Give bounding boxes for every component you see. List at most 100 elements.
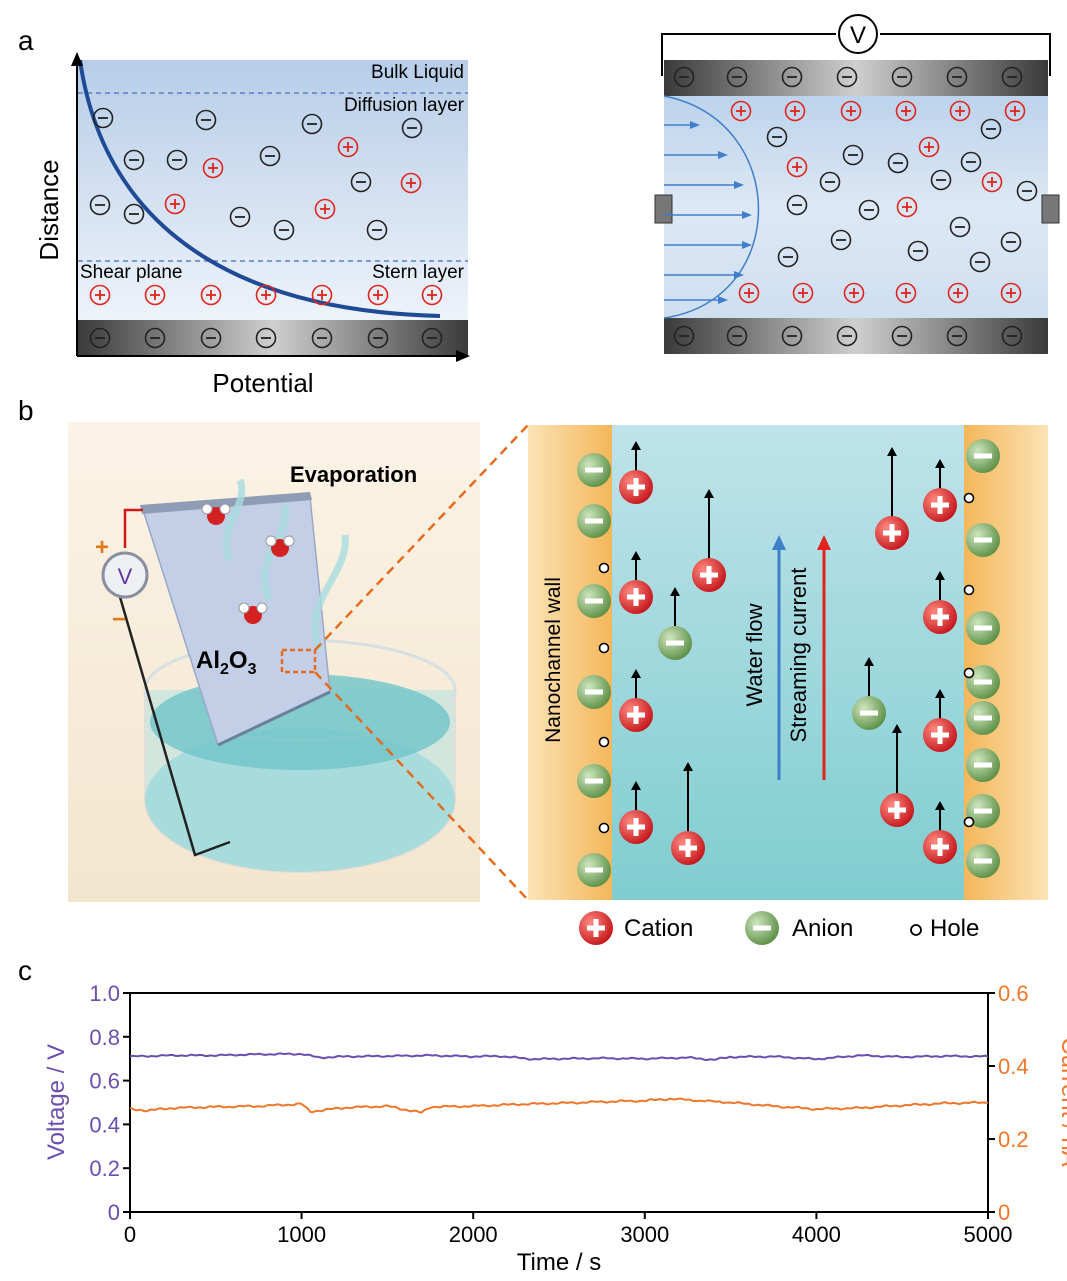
cation-icon [738,282,760,304]
device-illustration: V + − Evaporation Al2O3 [68,422,529,902]
anion-icon [777,246,799,268]
anion-icon [577,584,611,618]
right-y-tick-label: 0.6 [998,981,1029,1006]
anion-icon [166,149,188,171]
voltage-series-line [129,1052,989,1061]
anion-icon [966,701,1000,735]
hole-legend-icon [910,924,922,936]
flow-profile [663,95,760,319]
anion-icon [1000,231,1022,253]
panel-label-c: c [18,955,32,986]
minus-terminal: − [112,606,126,633]
anion-icon [949,216,971,238]
x-tick-label: 4000 [792,1222,841,1247]
legend: Cation Anion Hole [579,911,979,945]
current-series-line [129,1097,989,1114]
x-tick-label: 0 [124,1222,136,1247]
anion-icon [966,844,1000,878]
anion-icon [781,325,803,347]
voltmeter-label: V [850,22,866,49]
anion-icon [89,194,111,216]
panel-a-right-diagram: V [654,14,1060,354]
anion-icon [195,109,217,131]
anion-icon [980,118,1002,140]
hole-icon [963,816,975,828]
anion-icon [946,66,968,88]
anion-icon [89,327,111,349]
anion-icon [852,657,886,730]
anion-icon [123,203,145,225]
legend-hole: Hole [930,915,979,942]
flow-arrow-head [742,241,752,249]
nanochannel-wall-label: Nanochannel wall [542,577,565,743]
anion-icon [966,748,1000,782]
vapor-swirl [311,534,349,652]
water-molecule-icon [201,503,231,525]
anion-icon [766,126,788,148]
cation-icon [255,284,277,306]
right-nanochannel-wall [964,425,1048,900]
nanochannel-ions [577,439,1000,887]
anion-icon [255,327,277,349]
positive-wire [123,508,143,548]
water-molecule-icon [265,535,295,557]
cation-icon [786,156,808,178]
zoom-region [280,648,317,674]
anion-icon [830,229,852,251]
anion-icon [1001,66,1023,88]
anion-icon [92,107,114,129]
cation-icon [311,284,333,306]
anion-icon [887,152,909,174]
right-y-tick-label: 0.4 [998,1054,1029,1079]
anion-icon [946,325,968,347]
flow-arrow-head [734,271,744,279]
film-top-electrode [140,492,312,514]
cation-icon [895,282,917,304]
x-axis-arrow [456,350,470,362]
cation-icon [692,489,726,592]
hole-icon [598,822,610,834]
anion-icon [966,439,1000,473]
cation-icon [918,136,940,158]
left-y-tick-label: 0.4 [89,1112,120,1137]
hole-icon [963,492,975,504]
anion-icon [1016,180,1038,202]
flow-arrows [664,121,752,304]
zoom-line-top [314,424,529,651]
channel-liquid [664,96,1048,318]
material-label: Al2O3 [196,647,257,678]
cation-icon [144,284,166,306]
cation-icon [200,284,222,306]
hole-icon [598,736,610,748]
anion-icon [858,199,880,221]
negative-wire [118,596,231,857]
evaporation-label: Evaporation [290,462,417,487]
cation-icon [843,282,865,304]
cation-icon [337,136,359,158]
cation-icon [1004,100,1026,122]
streaming-current-label: Streaming current [786,568,811,743]
cation-icon [202,157,224,179]
liquid-region [78,60,468,320]
cation-icon [875,447,909,550]
flow-arrow-head [742,211,752,219]
cation-icon [895,100,917,122]
anion-icon [658,587,692,660]
anion-icon [786,194,808,216]
anion-icon [311,327,333,349]
left-y-axis-title: Voltage / V [43,1044,70,1160]
circuit-wire-right [880,33,1051,76]
cation-legend-icon [579,911,613,945]
cation-icon [730,100,752,122]
water-flow-arrow-head [772,535,786,550]
cation-icon [949,100,971,122]
left-nanochannel-wall [528,425,612,900]
panel-label-b: b [18,395,34,426]
cation-icon [923,571,957,634]
left-y-tick-label: 0.6 [89,1069,120,1094]
left-y-tick-label: 1.0 [89,981,120,1006]
cation-icon [840,100,862,122]
anion-icon [726,66,748,88]
cation-icon [923,801,957,864]
legend-cation: Cation [624,915,693,942]
